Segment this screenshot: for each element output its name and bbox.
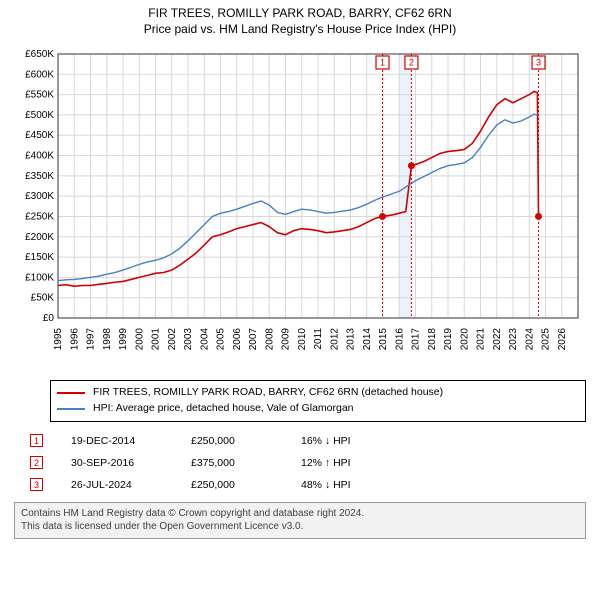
svg-text:2001: 2001 <box>151 328 162 351</box>
sale-delta: 16% ↓ HPI <box>301 435 401 447</box>
footer-line2: This data is licensed under the Open Gov… <box>21 520 579 534</box>
svg-text:1998: 1998 <box>102 328 113 351</box>
svg-text:£600K: £600K <box>25 69 54 80</box>
svg-text:£550K: £550K <box>25 90 54 101</box>
sale-price: £375,000 <box>191 457 301 469</box>
sale-row: 2 30-SEP-2016£375,00012% ↑ HPI <box>30 452 586 474</box>
svg-text:£0: £0 <box>43 313 55 324</box>
svg-text:2003: 2003 <box>183 328 194 351</box>
svg-text:£450K: £450K <box>25 130 54 141</box>
chart-title-block: FIR TREES, ROMILLY PARK ROAD, BARRY, CF6… <box>0 0 600 36</box>
svg-text:2019: 2019 <box>443 328 454 351</box>
svg-text:£500K: £500K <box>25 110 54 121</box>
legend-item: FIR TREES, ROMILLY PARK ROAD, BARRY, CF6… <box>57 385 579 401</box>
svg-text:2020: 2020 <box>459 328 470 351</box>
svg-text:2024: 2024 <box>524 328 535 351</box>
svg-text:1996: 1996 <box>69 328 80 351</box>
svg-text:1999: 1999 <box>118 328 129 351</box>
svg-text:2025: 2025 <box>541 328 552 351</box>
svg-text:2015: 2015 <box>378 328 389 351</box>
svg-text:£350K: £350K <box>25 171 54 182</box>
svg-text:£200K: £200K <box>25 232 54 243</box>
svg-text:2017: 2017 <box>411 328 422 351</box>
sale-marker: 2 <box>30 456 43 469</box>
footer-licence: Contains HM Land Registry data © Crown c… <box>14 502 586 539</box>
svg-text:1: 1 <box>380 58 385 68</box>
svg-text:2022: 2022 <box>492 328 503 351</box>
svg-text:£250K: £250K <box>25 211 54 222</box>
chart-title-line2: Price paid vs. HM Land Registry's House … <box>0 22 600 36</box>
svg-text:1997: 1997 <box>86 328 97 351</box>
legend-label: HPI: Average price, detached house, Vale… <box>93 401 354 417</box>
sale-marker: 1 <box>30 434 43 447</box>
sale-price: £250,000 <box>191 479 301 491</box>
svg-text:2023: 2023 <box>508 328 519 351</box>
svg-text:2021: 2021 <box>476 328 487 351</box>
svg-text:2005: 2005 <box>216 328 227 351</box>
svg-text:2016: 2016 <box>394 328 405 351</box>
svg-text:2008: 2008 <box>264 328 275 351</box>
legend-item: HPI: Average price, detached house, Vale… <box>57 401 579 417</box>
svg-text:£650K: £650K <box>25 49 54 60</box>
series-hpi <box>58 114 539 281</box>
svg-text:2002: 2002 <box>167 328 178 351</box>
sale-marker: 3 <box>30 478 43 491</box>
price-chart: £0 £50K £100K £150K £200K £250K £300K £350K £400… <box>14 44 586 374</box>
svg-text:2018: 2018 <box>427 328 438 351</box>
footer-line1: Contains HM Land Registry data © Crown c… <box>21 507 579 521</box>
legend: FIR TREES, ROMILLY PARK ROAD, BARRY, CF6… <box>50 380 586 422</box>
sale-row: 3 26-JUL-2024£250,00048% ↓ HPI <box>30 474 586 496</box>
sale-date: 19-DEC-2014 <box>71 435 191 447</box>
svg-text:2012: 2012 <box>329 328 340 351</box>
sale-date: 26-JUL-2024 <box>71 479 191 491</box>
legend-swatch <box>57 408 85 410</box>
legend-label: FIR TREES, ROMILLY PARK ROAD, BARRY, CF6… <box>93 385 443 401</box>
sale-date: 30-SEP-2016 <box>71 457 191 469</box>
svg-text:2014: 2014 <box>362 328 373 351</box>
svg-text:2026: 2026 <box>557 328 568 351</box>
sales-list: 119-DEC-2014£250,00016% ↓ HPI230-SEP-201… <box>30 430 586 496</box>
svg-text:£400K: £400K <box>25 151 54 162</box>
legend-swatch <box>57 392 85 394</box>
svg-text:2013: 2013 <box>346 328 357 351</box>
svg-text:2011: 2011 <box>313 328 324 350</box>
svg-text:2004: 2004 <box>199 328 210 351</box>
svg-text:£300K: £300K <box>25 191 54 202</box>
sale-delta: 48% ↓ HPI <box>301 479 401 491</box>
sale-delta: 12% ↑ HPI <box>301 457 401 469</box>
sale-row: 1 19-DEC-2014£250,00016% ↓ HPI <box>30 430 586 452</box>
svg-text:2: 2 <box>409 58 414 68</box>
svg-text:2009: 2009 <box>281 328 292 351</box>
svg-text:£100K: £100K <box>25 272 54 283</box>
sale-price: £250,000 <box>191 435 301 447</box>
chart-title-line1: FIR TREES, ROMILLY PARK ROAD, BARRY, CF6… <box>0 6 600 20</box>
svg-text:2007: 2007 <box>248 328 259 351</box>
svg-text:2010: 2010 <box>297 328 308 351</box>
svg-text:£50K: £50K <box>31 293 55 304</box>
svg-text:2006: 2006 <box>232 328 243 351</box>
chart-container: £0 £50K £100K £150K £200K £250K £300K £350K £400… <box>14 44 586 374</box>
svg-text:2000: 2000 <box>134 328 145 351</box>
svg-text:1995: 1995 <box>53 328 64 351</box>
svg-text:£150K: £150K <box>25 252 54 263</box>
svg-text:3: 3 <box>536 58 541 68</box>
